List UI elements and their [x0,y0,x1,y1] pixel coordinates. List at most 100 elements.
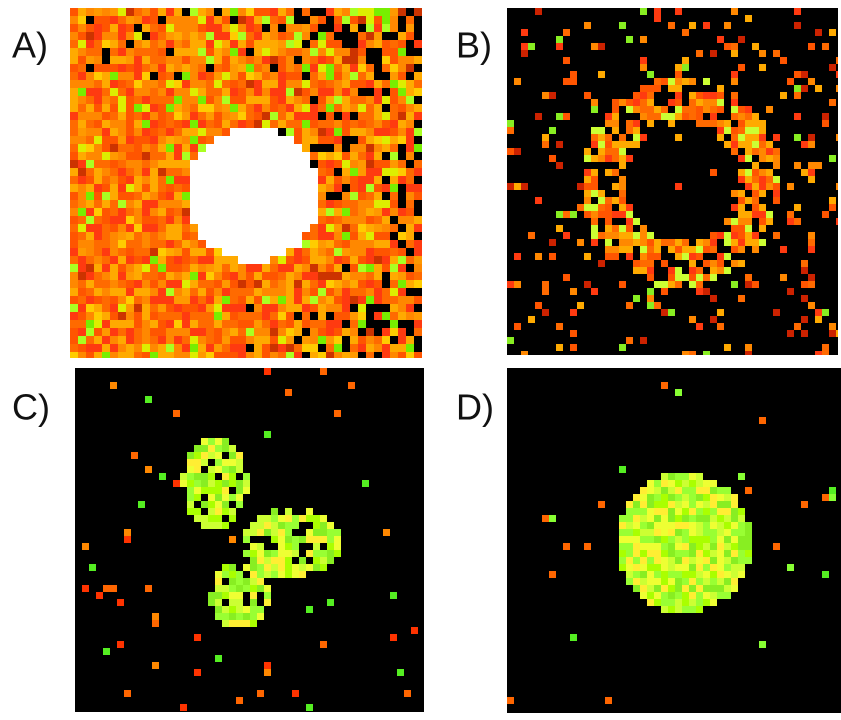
cell [390,88,398,96]
cell [198,312,206,320]
cell [110,40,118,48]
cell [134,32,142,40]
cell [556,43,563,50]
cell [556,162,563,169]
cell [206,192,214,200]
cell [86,88,94,96]
cell [414,256,422,264]
cell [661,106,668,113]
cell [752,148,759,155]
cell [230,144,238,152]
cell [246,176,254,184]
cell [70,328,78,336]
cell [318,232,326,240]
cell [696,92,703,99]
cell [334,64,342,72]
cell [647,487,654,494]
cell [549,253,556,260]
cell [254,288,262,296]
cell [294,64,302,72]
simulation-panel [507,368,841,713]
cell [270,216,278,224]
cell [366,352,374,358]
cell [270,288,278,296]
cell [759,148,766,155]
cell [390,80,398,88]
cell [236,480,243,487]
cell [126,344,134,352]
cell [166,136,174,144]
cell [591,232,598,239]
cell [759,183,766,190]
cell [126,72,134,80]
cell [78,248,86,256]
cell [689,571,696,578]
cell [126,288,134,296]
cell [675,78,682,85]
cell [278,264,286,272]
cell [86,128,94,136]
cell [414,320,422,328]
cell [661,578,668,585]
cell [166,200,174,208]
cell [696,239,703,246]
cell [126,200,134,208]
cell [230,128,238,136]
cell [318,64,326,72]
cell [270,184,278,192]
cell [102,80,110,88]
cell [222,620,229,627]
cell [358,280,366,288]
cell [278,536,285,543]
cell [302,280,310,288]
cell [222,176,230,184]
cell [118,168,126,176]
cell [633,515,640,522]
cell [126,24,134,32]
cell [262,16,270,24]
cell [382,24,390,32]
cell [110,382,117,389]
cell [326,88,334,96]
cell [591,288,598,295]
cell [150,264,158,272]
cell [640,8,647,15]
cell [626,529,633,536]
cell [731,246,738,253]
cell [668,113,675,120]
cell [182,336,190,344]
cell [270,152,278,160]
cell [278,56,286,64]
cell [236,508,243,515]
cell [174,200,182,208]
cell [238,144,246,152]
cell [229,501,236,508]
cell [190,184,198,192]
cell [514,323,521,330]
cell [118,64,126,72]
cell [310,112,318,120]
cell [406,104,414,112]
cell [190,272,198,280]
cell [117,599,124,606]
cell [110,24,118,32]
cell [94,264,102,272]
cell [398,40,406,48]
cell [299,515,306,522]
cell [382,168,390,176]
cell [182,312,190,320]
cell [182,328,190,336]
cell [254,352,262,358]
cell [302,32,310,40]
cell [302,192,310,200]
cell [214,24,222,32]
cell [150,328,158,336]
cell [619,162,626,169]
cell [682,529,689,536]
cell [70,224,78,232]
cell [206,344,214,352]
cell [724,557,731,564]
cell [118,296,126,304]
cell [647,71,654,78]
cell [647,501,654,508]
